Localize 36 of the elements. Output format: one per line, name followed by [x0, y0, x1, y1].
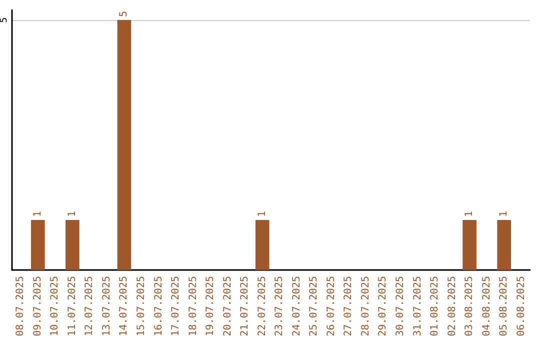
x-tick-label: 30.07.2025: [395, 276, 406, 336]
x-tick-label: 13.07.2025: [101, 276, 112, 336]
x-tick-label: 02.08.2025: [446, 276, 458, 336]
x-tick-label: 10.07.2025: [50, 276, 61, 336]
x-tick-label: 25.07.2025: [308, 276, 320, 336]
data-label: 1: [498, 210, 510, 217]
x-tick-label: 26.07.2025: [326, 276, 337, 336]
x-tick-label: 09.07.2025: [32, 276, 44, 336]
x-tick-label: 24.07.2025: [291, 276, 302, 336]
x-tick-label: 27.07.2025: [343, 276, 354, 336]
x-tick-label: 11.07.2025: [66, 276, 78, 336]
x-tick-label: 19.07.2025: [205, 276, 216, 336]
x-tick-label: 01.08.2025: [430, 276, 441, 336]
x-tick-label: 05.08.2025: [498, 276, 510, 336]
x-tick-label: 06.08.2025: [516, 276, 527, 336]
x-tick-label: 14.07.2025: [118, 276, 130, 336]
x-tick-label: 04.08.2025: [481, 276, 492, 336]
data-label: 1: [464, 210, 476, 217]
x-tick-label: 08.07.2025: [15, 276, 26, 336]
x-tick-label: 12.07.2025: [84, 276, 96, 336]
x-tick-label: 18.07.2025: [188, 276, 199, 336]
data-label: 1: [32, 210, 44, 217]
x-tick-label: 21.07.2025: [240, 276, 251, 336]
x-tick-label: 03.08.2025: [464, 276, 476, 336]
data-label: 5: [118, 10, 130, 17]
data-label: 1: [256, 210, 268, 217]
x-tick-label: 20.07.2025: [222, 276, 234, 336]
x-tick-label: 31.07.2025: [412, 276, 424, 336]
x-tick-label: 16.07.2025: [153, 276, 164, 336]
x-tick-label: 28.07.2025: [360, 276, 372, 336]
x-tick-label: 29.07.2025: [378, 276, 389, 336]
x-tick-label: 22.07.2025: [256, 276, 268, 336]
x-tick-label: 17.07.2025: [170, 276, 182, 336]
x-tick-label: 23.07.2025: [274, 276, 286, 336]
x-tick-label: 15.07.2025: [136, 276, 147, 336]
data-label: 1: [66, 210, 78, 217]
